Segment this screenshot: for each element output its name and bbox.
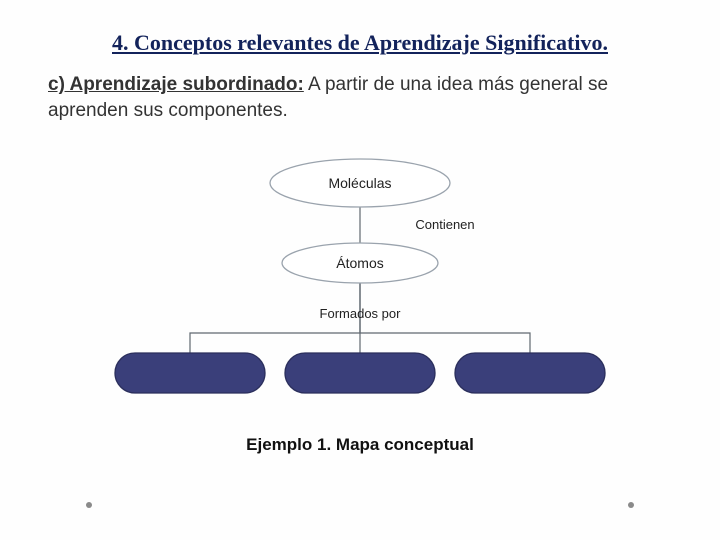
svg-text:Átomos: Átomos: [336, 255, 383, 271]
svg-text:Contienen: Contienen: [415, 217, 474, 232]
svg-text:Formados por: Formados por: [320, 306, 402, 321]
decorative-dot-left: [86, 502, 92, 508]
diagram-caption: Ejemplo 1. Mapa conceptual: [0, 435, 720, 455]
concept-map: Contienen Formados por Moléculas Átomos: [0, 133, 720, 433]
page-title: 4. Conceptos relevantes de Aprendizaje S…: [0, 0, 720, 68]
subtitle-lead: c) Aprendizaje subordinado:: [48, 74, 304, 95]
svg-text:Moléculas: Moléculas: [328, 175, 391, 191]
decorative-dot-right: [628, 502, 634, 508]
subtitle: c) Aprendizaje subordinado: A partir de …: [0, 68, 720, 133]
